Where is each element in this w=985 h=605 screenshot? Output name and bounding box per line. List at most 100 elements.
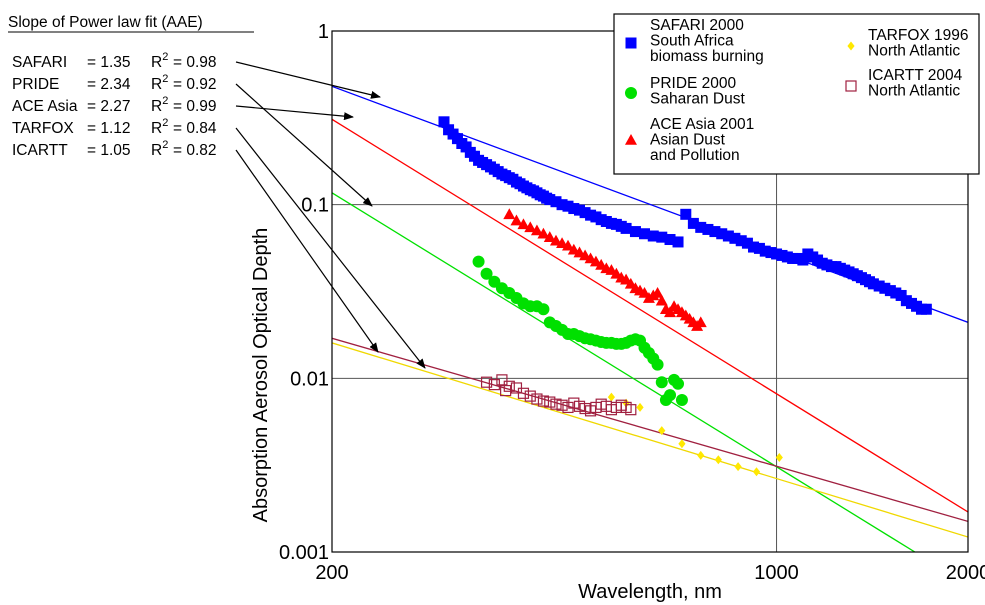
data-point [765, 247, 777, 259]
data-point [651, 358, 664, 371]
x-tick-labels: 200 1000 2000 [315, 562, 985, 584]
annotation-r2-label: R2 [151, 95, 168, 115]
data-point [556, 399, 568, 411]
annotation-name: ICARTT [12, 142, 68, 159]
y-tick-labels: 0.001 0.01 0.1 1 [279, 21, 329, 564]
data-point [920, 303, 932, 315]
annotation-aae: = 1.12 [87, 120, 131, 137]
data-point [873, 280, 885, 292]
fit-line-pride [332, 192, 916, 552]
legend-marker [625, 134, 637, 145]
data-point [561, 239, 574, 251]
x-tick-label: 1000 [754, 562, 799, 584]
data-point [759, 245, 771, 257]
data-point [537, 303, 550, 316]
data-point [636, 402, 644, 412]
data-point [697, 450, 705, 460]
data-point [544, 194, 556, 206]
y-axis-title: Absorption Aerosol Optical Depth [250, 228, 272, 523]
data-point [647, 230, 659, 242]
annotation-name: ACE Asia [12, 98, 78, 115]
data-point [543, 231, 556, 242]
fit-line-tarfox [332, 342, 968, 538]
annotation-name: TARFOX [12, 120, 74, 137]
annotation-r2: = 0.84 [173, 120, 217, 137]
series-safari [438, 116, 932, 315]
annotation-row-icartt: ICARTT = 1.05 R2 = 0.82 [12, 139, 217, 159]
data-point [480, 267, 493, 280]
data-point [524, 221, 537, 233]
data-point [530, 224, 543, 236]
data-point [702, 223, 714, 235]
annotation-row-pride: PRIDE = 2.34 R2 = 0.92 [12, 73, 217, 93]
data-point [517, 218, 530, 230]
annotation-r2-label: R2 [151, 139, 168, 159]
data-point [741, 237, 753, 249]
data-point [503, 380, 515, 392]
annotation-row-safari: SAFARI = 1.35 R2 = 0.98 [12, 51, 217, 71]
data-point [510, 214, 523, 226]
data-point [680, 208, 692, 220]
legend-label: Asian Dust [650, 132, 726, 149]
data-point [672, 377, 685, 390]
data-point [503, 208, 516, 220]
legend-label: TARFOX 1996 [868, 27, 969, 44]
data-point [687, 217, 699, 229]
data-point [556, 199, 568, 211]
x-axis-title: Wavelength, nm [578, 581, 722, 603]
data-point [537, 227, 550, 239]
data-point [879, 282, 891, 294]
data-point [735, 235, 747, 247]
series-pride [472, 255, 688, 407]
data-point [651, 287, 664, 298]
data-point [716, 228, 728, 240]
series-icartt [480, 374, 637, 417]
y-tick-label: 1 [318, 21, 329, 43]
annotation-heading: Slope of Power law fit (AAE) [8, 14, 203, 31]
data-point [550, 398, 562, 410]
data-point [639, 228, 651, 240]
annotation-r2: = 0.82 [173, 142, 217, 159]
annotation-r2: = 0.99 [173, 98, 217, 115]
data-point [574, 204, 586, 216]
data-point [867, 278, 879, 290]
data-point [658, 426, 666, 436]
data-point [517, 387, 530, 399]
series-ace [503, 208, 707, 331]
data-point [748, 241, 760, 253]
x-tick-label: 200 [315, 562, 348, 584]
data-point [531, 393, 543, 405]
y-tick-label: 0.001 [279, 542, 329, 564]
data-point [568, 203, 580, 215]
data-point [753, 242, 765, 254]
annotation-r2: = 0.92 [173, 76, 217, 93]
data-point [675, 394, 688, 407]
data-point [480, 376, 493, 388]
y-tick-label: 0.01 [290, 368, 329, 390]
legend-label: and Pollution [650, 147, 740, 164]
legend-label: PRIDE 2000 [650, 75, 737, 92]
data-point [656, 231, 668, 243]
data-point [714, 455, 722, 465]
data-point [729, 232, 741, 244]
legend-marker [845, 80, 857, 92]
arrow-safari [235, 61, 381, 99]
series-tarfox [607, 392, 783, 477]
data-point [544, 396, 556, 408]
annotation-aae: = 2.27 [87, 98, 131, 115]
legend-marker [625, 87, 637, 99]
data-point [620, 222, 632, 234]
data-point [524, 390, 536, 402]
annotation-row-ace: ACE Asia = 2.27 R2 = 0.99 [12, 95, 217, 115]
data-point [678, 439, 686, 449]
x-tick-label: 2000 [946, 562, 985, 584]
arrow-icartt [235, 149, 379, 353]
data-point [472, 255, 485, 268]
annotation-arrows [235, 61, 426, 369]
annotation-aae: = 2.34 [87, 76, 131, 93]
